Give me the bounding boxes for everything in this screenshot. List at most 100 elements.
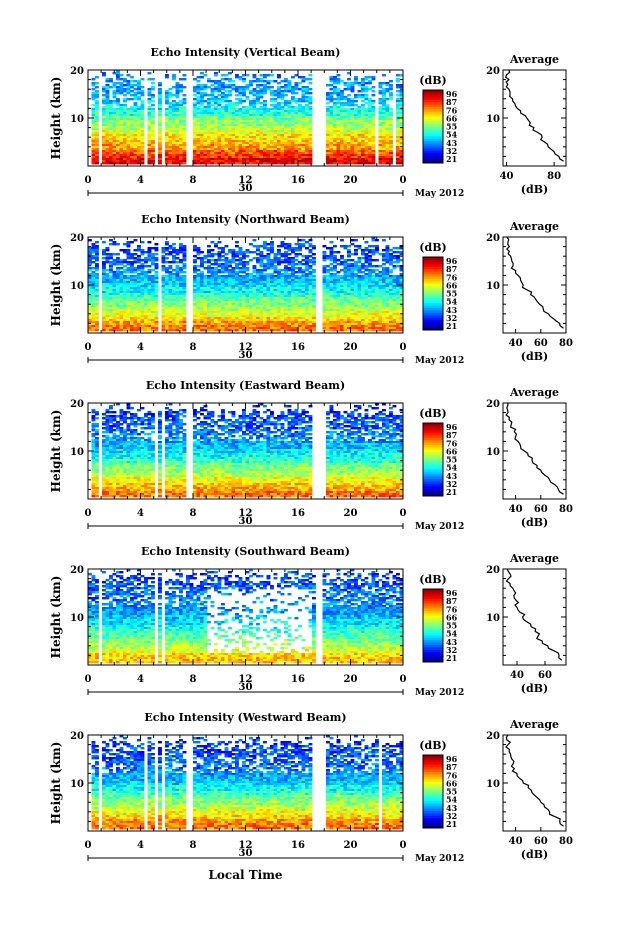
heatmap-cell [203, 84, 208, 87]
heatmap-cell [203, 130, 208, 133]
heatmap-cell [175, 130, 180, 133]
heatmap-cell [193, 104, 197, 107]
heatmap-cell [179, 106, 183, 109]
heatmap-cell [109, 243, 113, 246]
heatmap-cell [263, 90, 267, 93]
heatmap-cell [126, 90, 131, 93]
heatmap-cell [165, 146, 169, 149]
heatmap-cell [217, 134, 222, 137]
heatmap-cell [172, 158, 176, 161]
heatmap-cell [238, 132, 243, 135]
heatmap-cell [102, 126, 106, 129]
heatmap-cell [266, 88, 271, 91]
heatmap-cell [95, 140, 99, 143]
heatmap-cell [147, 98, 152, 101]
heatmap-cell [168, 136, 173, 139]
heatmap-cell [140, 146, 145, 149]
heatmap-cell [196, 150, 201, 153]
heatmap-cell [119, 160, 124, 163]
heatmap-cell [249, 126, 253, 129]
heatmap-cell [182, 128, 187, 131]
heatmap-cell [259, 84, 264, 87]
heatmap-cell [130, 98, 134, 101]
heatmap-cell [217, 142, 222, 145]
heatmap-cell [147, 128, 152, 131]
heatmap-cell [368, 76, 372, 79]
heatmap-cell [119, 140, 124, 143]
heatmap-cell [196, 110, 201, 113]
heatmap-cell [196, 96, 201, 99]
heatmap-cell [256, 80, 260, 83]
heatmap-cell [231, 112, 236, 115]
heatmap-cell [196, 144, 201, 147]
heatmap-cell [266, 162, 271, 165]
heatmap-cell [238, 130, 243, 133]
heatmap-cell [168, 106, 173, 109]
heatmap-cell [231, 158, 236, 161]
heatmap-cell [245, 130, 250, 133]
heatmap-cell [105, 92, 110, 95]
heatmap-cell [102, 160, 106, 163]
heatmap-cell [130, 90, 134, 93]
heatmap-cell [221, 255, 225, 258]
heatmap-cell [231, 116, 236, 119]
heatmap-cell [266, 114, 271, 117]
heatmap-cell [112, 154, 117, 157]
heatmap-cell [91, 152, 96, 155]
heatmap-cell [137, 148, 141, 151]
heatmap-cell [133, 124, 138, 127]
heatmap-cell [158, 98, 162, 101]
heatmap-cell [231, 118, 236, 121]
heatmap-cell [200, 112, 204, 115]
heatmap-cell [109, 116, 113, 119]
heatmap-cell [91, 144, 96, 147]
heatmap-cell [266, 249, 271, 252]
heatmap-cell [168, 116, 173, 119]
heatmap-cell [245, 74, 250, 77]
heatmap-cell [130, 158, 134, 161]
heatmap-cell [105, 128, 110, 131]
heatmap-cell [340, 80, 344, 83]
heatmap-cell [158, 160, 162, 163]
heatmap-cell [119, 86, 124, 89]
heatmap-cell [217, 104, 222, 107]
heatmap-cell [210, 259, 215, 262]
heatmap-cell [116, 144, 120, 147]
heatmap-cell [126, 110, 131, 113]
heatmap-cell [130, 138, 134, 141]
heatmap-cell [137, 92, 141, 95]
heatmap-cell [242, 136, 246, 139]
heatmap-cell [196, 132, 201, 135]
heatmap-cell [168, 253, 173, 256]
heatmap-cell [231, 126, 236, 129]
heatmap-cell [217, 86, 222, 89]
heatmap-cell [179, 154, 183, 157]
heatmap-cell [130, 132, 134, 135]
heatmap-cell [172, 124, 176, 127]
heatmap-cell [112, 124, 117, 127]
heatmap-cell [266, 158, 271, 161]
heatmap-cell [182, 112, 187, 115]
heatmap-cell [193, 255, 197, 258]
heatmap-cell [382, 82, 386, 85]
heatmap-cell [116, 162, 120, 165]
heatmap-cell [224, 134, 229, 137]
heatmap-cell [354, 162, 358, 165]
heatmap-cell [158, 134, 162, 137]
heatmap-cell [147, 144, 152, 147]
heatmap-cell [252, 94, 257, 97]
heatmap-cell [147, 90, 152, 93]
heatmap-cell [242, 80, 246, 83]
heatmap-cell [308, 162, 313, 165]
heatmap-cell [252, 142, 257, 145]
heatmap-cell [116, 120, 120, 123]
heatmap-cell [210, 116, 215, 119]
heatmap-cell [256, 146, 260, 149]
heatmap-cell [200, 160, 204, 163]
heatmap-cell [203, 267, 208, 270]
heatmap-cell [252, 134, 257, 137]
heatmap-cell [200, 128, 204, 131]
heatmap-cell [203, 158, 208, 161]
heatmap-cell [200, 329, 204, 332]
heatmap-cell [256, 118, 260, 121]
